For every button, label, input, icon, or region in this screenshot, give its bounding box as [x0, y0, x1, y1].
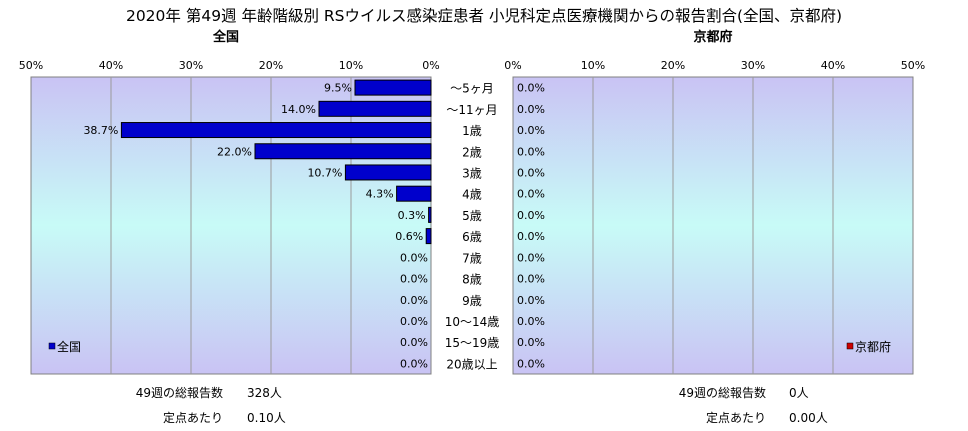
- x-tick-label: 40%: [821, 59, 845, 72]
- legend-label: 京都府: [855, 339, 891, 354]
- data-label: 0.0%: [517, 145, 545, 158]
- legend-swatch: [48, 342, 56, 350]
- category-label: 8歳: [462, 273, 482, 287]
- bar: [254, 143, 432, 160]
- stat-label: 定点あたり: [706, 410, 766, 425]
- data-label: 0.0%: [517, 230, 545, 243]
- category-label: 6歳: [462, 230, 482, 244]
- data-label: 0.0%: [517, 273, 545, 286]
- data-label: 0.0%: [400, 357, 428, 370]
- x-tick-label: 30%: [741, 59, 765, 72]
- bar: [425, 228, 432, 245]
- category-label: 10～14歳: [445, 315, 500, 329]
- stat-label: 49週の総報告数: [136, 385, 223, 400]
- stat-value: 0.10人: [247, 411, 286, 425]
- data-label: 0.0%: [517, 82, 545, 95]
- panel-title: 京都府: [693, 29, 732, 45]
- panel-title: 全国: [212, 29, 239, 45]
- data-label: 0.0%: [517, 315, 545, 328]
- data-label: 38.7%: [83, 124, 118, 137]
- legend-swatch: [846, 342, 854, 350]
- data-label: 10.7%: [307, 166, 342, 179]
- data-label: 0.0%: [400, 315, 428, 328]
- plot-area: [30, 76, 432, 375]
- data-label: 0.0%: [517, 336, 545, 349]
- category-label: ～11ヶ月: [446, 103, 497, 117]
- stat-value: 328人: [247, 386, 282, 400]
- x-tick-label: 10%: [581, 59, 605, 72]
- bar: [318, 100, 432, 117]
- data-label: 0.0%: [517, 357, 545, 370]
- data-label: 0.0%: [400, 251, 428, 264]
- category-label: 15～19歳: [445, 336, 500, 350]
- category-label: 20歳以上: [446, 357, 497, 371]
- data-label: 0.6%: [395, 230, 423, 243]
- data-label: 0.0%: [517, 166, 545, 179]
- bar: [428, 206, 432, 223]
- x-tick-label: 20%: [259, 59, 283, 72]
- x-tick-label: 50%: [19, 59, 43, 72]
- category-label: 3歳: [462, 166, 482, 180]
- category-label: 1歳: [462, 124, 482, 138]
- stat-label: 49週の総報告数: [679, 385, 766, 400]
- x-tick-label: 0%: [504, 59, 521, 72]
- stat-label: 定点あたり: [163, 410, 223, 425]
- category-label: 4歳: [462, 188, 482, 202]
- data-label: 4.3%: [366, 188, 394, 201]
- plot-area: [512, 76, 914, 375]
- data-label: 0.0%: [517, 124, 545, 137]
- category-label: 7歳: [462, 251, 482, 265]
- bar: [354, 79, 432, 96]
- data-label: 0.0%: [517, 209, 545, 222]
- data-label: 0.0%: [517, 103, 545, 116]
- data-label: 0.0%: [400, 294, 428, 307]
- x-tick-label: 10%: [339, 59, 363, 72]
- category-label: 2歳: [462, 145, 482, 159]
- x-tick-label: 40%: [99, 59, 123, 72]
- data-label: 22.0%: [217, 145, 252, 158]
- data-label: 0.0%: [517, 251, 545, 264]
- x-tick-label: 30%: [179, 59, 203, 72]
- data-label: 0.0%: [400, 273, 428, 286]
- data-label: 0.3%: [398, 209, 426, 222]
- stat-value: 0.00人: [789, 411, 828, 425]
- x-tick-label: 0%: [422, 59, 439, 72]
- bar: [396, 185, 432, 202]
- data-label: 0.0%: [517, 188, 545, 201]
- category-label: 9歳: [462, 294, 482, 308]
- data-label: 0.0%: [400, 336, 428, 349]
- chart-title: 2020年 第49週 年齢階級別 RSウイルス感染症患者 小児科定点医療機関から…: [126, 7, 842, 25]
- category-label: 5歳: [462, 209, 482, 223]
- legend-label: 全国: [57, 339, 81, 354]
- category-label: ～5ヶ月: [450, 82, 494, 96]
- bar: [120, 122, 432, 139]
- data-label: 0.0%: [517, 294, 545, 307]
- x-tick-label: 50%: [901, 59, 925, 72]
- x-tick-label: 20%: [661, 59, 685, 72]
- data-label: 9.5%: [324, 82, 352, 95]
- bar: [344, 164, 432, 181]
- data-label: 14.0%: [281, 103, 316, 116]
- stat-value: 0人: [789, 386, 809, 400]
